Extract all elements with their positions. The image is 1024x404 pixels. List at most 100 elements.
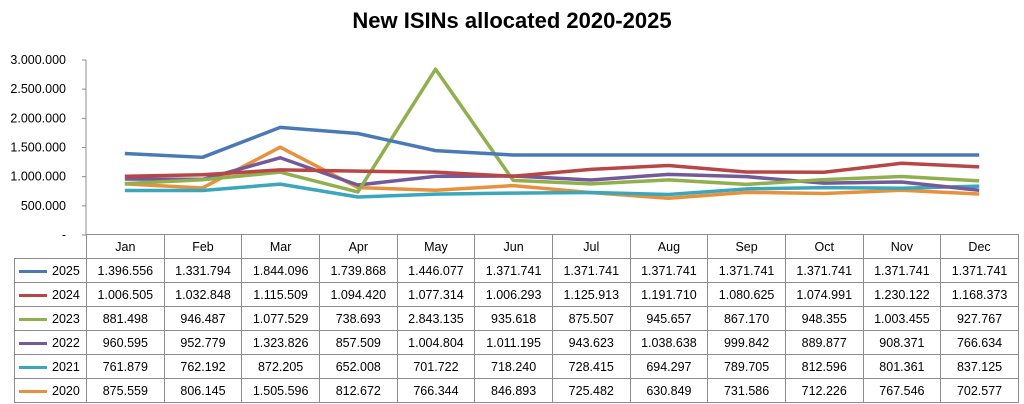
series-line-2022	[124, 156, 980, 193]
data-value: 1.094.420	[318, 282, 398, 307]
data-value: 738.693	[318, 306, 398, 331]
y-tick-label: -	[62, 228, 66, 240]
data-value: 1.371.741	[474, 258, 553, 283]
data-value: 999.842	[707, 330, 786, 355]
data-value: 946.487	[163, 306, 243, 331]
category-label: Oct	[784, 234, 864, 259]
legend-swatch	[19, 389, 47, 393]
data-value: 702.577	[940, 378, 1019, 403]
data-value: 718.240	[474, 354, 553, 379]
series-line-2020	[124, 145, 980, 200]
legend-swatch	[19, 341, 47, 345]
data-value: 1.011.195	[474, 330, 553, 355]
category-label: Sep	[707, 234, 786, 259]
series-name: 2022	[52, 335, 80, 350]
y-axis: - 500.000 1.000.000 1.500.000 2.000.000 2.500…	[10, 53, 87, 240]
category-label: Apr	[318, 234, 398, 259]
data-value: 1.230.122	[862, 282, 942, 307]
y-tick-label: 500.000	[21, 199, 66, 213]
data-value: 1.074.991	[784, 282, 864, 307]
series-name: 2025	[52, 263, 80, 278]
series-line-2021	[124, 182, 980, 199]
data-value: 1.032.848	[163, 282, 243, 307]
data-value: 881.498	[86, 306, 165, 331]
data-value: 766.634	[940, 330, 1019, 355]
data-value: 630.849	[629, 378, 709, 403]
series-line-2023	[124, 67, 980, 194]
data-value: 945.657	[629, 306, 709, 331]
series-legend-2025: 2025	[14, 258, 87, 283]
legend-swatch	[19, 317, 47, 321]
legend-swatch	[19, 269, 47, 273]
data-value: 875.507	[551, 306, 631, 331]
data-value: 872.205	[241, 354, 320, 379]
table-row: 2020 875.559 806.145 1.505.596 812.672 766.34…	[14, 378, 1019, 403]
data-value: 2.843.135	[396, 306, 476, 331]
data-value: 1.077.314	[396, 282, 476, 307]
y-tick-label: 2.000.000	[10, 111, 66, 125]
data-value: 1.080.625	[707, 282, 786, 307]
data-value: 1.125.913	[551, 282, 631, 307]
y-tick-label: 1.000.000	[10, 170, 66, 184]
category-label: Feb	[163, 234, 243, 259]
category-label: Jun	[474, 234, 553, 259]
series-legend-2021: 2021	[14, 354, 87, 379]
data-value: 935.618	[474, 306, 553, 331]
data-value: 1.323.826	[241, 330, 320, 355]
category-label: Aug	[629, 234, 709, 259]
data-value: 908.371	[862, 330, 942, 355]
data-value: 761.879	[86, 354, 165, 379]
data-value: 1.004.804	[396, 330, 476, 355]
data-value: 857.509	[318, 330, 398, 355]
series-name: 2024	[52, 287, 80, 302]
data-value: 1.371.741	[862, 258, 942, 283]
data-value: 712.226	[784, 378, 864, 403]
data-value: 952.779	[163, 330, 243, 355]
data-value: 960.595	[86, 330, 165, 355]
data-table: Jan Feb Mar Apr May Jun Jul Aug Sep Oct Nov Dec 2025…	[14, 234, 1019, 403]
data-value: 943.623	[551, 330, 631, 355]
series-legend-2023: 2023	[14, 306, 87, 331]
data-value: 1.038.638	[629, 330, 709, 355]
data-value: 1.115.509	[241, 282, 320, 307]
chart-title: New ISINs allocated 2020-2025	[352, 8, 672, 33]
data-value: 1.505.596	[241, 378, 320, 403]
data-value: 1.077.529	[241, 306, 320, 331]
category-label: Jul	[551, 234, 631, 259]
data-value: 801.361	[862, 354, 942, 379]
data-value: 728.415	[551, 354, 631, 379]
data-value: 767.546	[862, 378, 942, 403]
series-legend-2020: 2020	[14, 378, 87, 403]
data-value: 1.331.794	[163, 258, 243, 283]
data-value: 766.344	[396, 378, 476, 403]
table-header-row: Jan Feb Mar Apr May Jun Jul Aug Sep Oct Nov Dec	[14, 234, 1019, 259]
data-value: 812.672	[318, 378, 398, 403]
legend-swatch	[19, 293, 47, 297]
category-label: Dec	[940, 234, 1019, 259]
data-value: 889.877	[784, 330, 864, 355]
legend-swatch	[19, 365, 47, 369]
category-label: Mar	[241, 234, 320, 259]
data-value: 812.596	[784, 354, 864, 379]
data-value: 867.170	[707, 306, 786, 331]
data-value: 1.006.293	[474, 282, 553, 307]
y-tick-label: 2.500.000	[10, 82, 66, 96]
data-value: 1.371.741	[551, 258, 631, 283]
data-value: 1.003.455	[862, 306, 942, 331]
series-legend-2022: 2022	[14, 330, 87, 355]
data-value: 837.125	[940, 354, 1019, 379]
data-value: 1.844.096	[241, 258, 320, 283]
data-value: 1.371.741	[707, 258, 786, 283]
data-value: 927.767	[940, 306, 1019, 331]
data-value: 875.559	[86, 378, 165, 403]
series-name: 2023	[52, 311, 80, 326]
data-value: 1.191.710	[629, 282, 709, 307]
data-value: 701.722	[396, 354, 476, 379]
table-row: 2024 1.006.505 1.032.848 1.115.509 1.094.420…	[14, 282, 1019, 307]
series-lines	[124, 67, 980, 200]
data-value: 948.355	[784, 306, 864, 331]
series-name: 2021	[52, 359, 80, 374]
line-chart: - 500.000 1.000.000 1.500.000 2.000.000 2.500…	[10, 53, 980, 240]
data-value: 731.586	[707, 378, 786, 403]
y-tick-label: 1.500.000	[10, 141, 66, 155]
